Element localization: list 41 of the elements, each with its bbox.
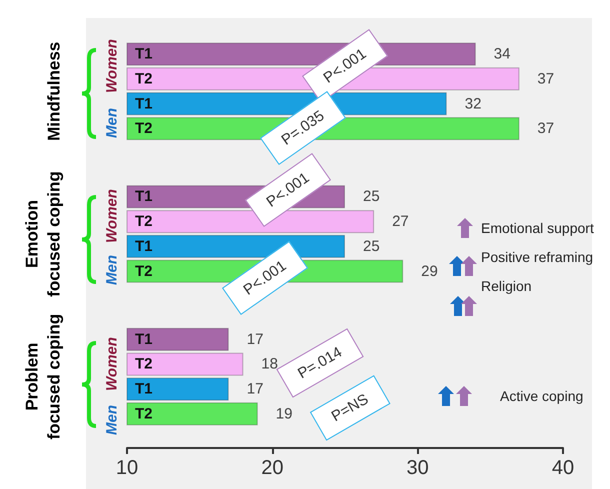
x-tick-label: 40 bbox=[552, 457, 574, 479]
text: T2 bbox=[135, 356, 153, 373]
data-label: 34 bbox=[494, 46, 510, 63]
series-label: T2 bbox=[135, 70, 153, 88]
text: T2 bbox=[135, 405, 153, 422]
annotation: Emotional support bbox=[481, 220, 594, 236]
data-label: 25 bbox=[363, 238, 380, 255]
text: Women bbox=[104, 39, 120, 93]
series-label: T1 bbox=[135, 46, 153, 63]
data-label: 32 bbox=[464, 95, 482, 112]
y-tick-label: Problem focused coping bbox=[22, 314, 64, 440]
text: T1 bbox=[135, 238, 153, 255]
text: Men bbox=[104, 405, 120, 435]
text: Men bbox=[104, 108, 120, 138]
data-label: 25 bbox=[363, 188, 380, 206]
x-tick-label: 10 bbox=[116, 457, 138, 479]
data-label: 29 bbox=[421, 262, 438, 280]
text: T2 bbox=[135, 262, 153, 280]
y-tick-label: Mindfulness bbox=[44, 42, 64, 141]
series-label: T2 bbox=[135, 120, 153, 138]
text: Women bbox=[104, 337, 120, 391]
text: Men bbox=[104, 255, 120, 285]
annotation: Positive reframing bbox=[481, 249, 594, 265]
data-label: 27 bbox=[392, 213, 409, 230]
data-label: 19 bbox=[276, 405, 292, 422]
data-label: 18 bbox=[261, 356, 278, 373]
annotation: Active coping bbox=[500, 388, 584, 404]
annotation: Religion bbox=[481, 278, 532, 294]
series-label: T1 bbox=[135, 95, 153, 112]
text: T1 bbox=[135, 380, 153, 398]
y-tick-label: Emotion focused coping bbox=[22, 171, 64, 297]
text: T1 bbox=[135, 330, 153, 348]
data-label: 17 bbox=[246, 330, 264, 348]
data-label: 37 bbox=[537, 70, 554, 88]
x-tick-label: 20 bbox=[261, 457, 284, 479]
text: Women bbox=[104, 189, 120, 243]
data-label: 37 bbox=[537, 120, 554, 138]
x-tick-label: 30 bbox=[406, 457, 429, 479]
data-label: 17 bbox=[246, 380, 264, 398]
text: T2 bbox=[135, 213, 153, 230]
text: T1 bbox=[135, 188, 153, 206]
